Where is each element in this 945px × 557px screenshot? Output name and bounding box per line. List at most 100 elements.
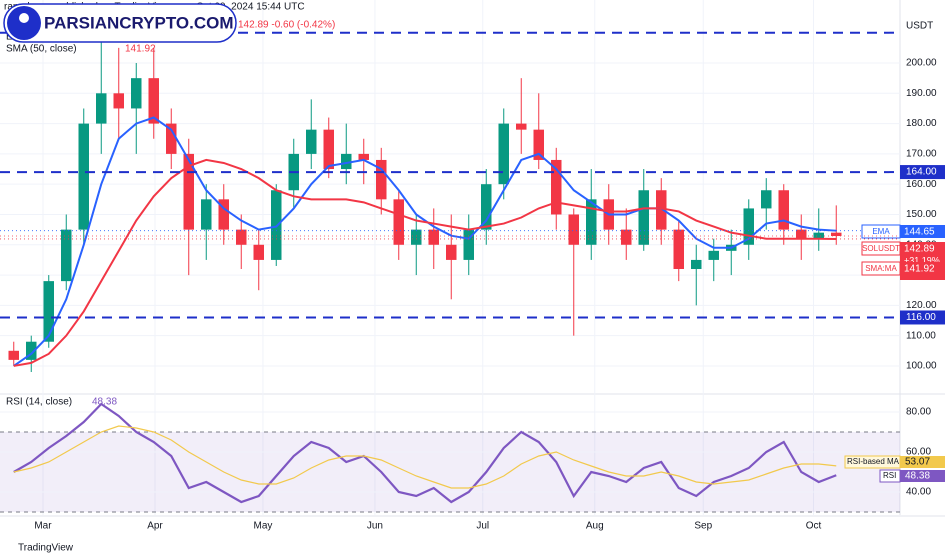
tag-label: 141.92 bbox=[904, 264, 935, 275]
candle-body bbox=[621, 229, 632, 245]
currency: USDT bbox=[906, 21, 933, 32]
candle-body bbox=[533, 129, 544, 160]
candle-body bbox=[358, 153, 369, 160]
y-tick-label: 60.00 bbox=[906, 447, 931, 458]
watermark-box bbox=[3, 3, 237, 43]
candle-body bbox=[306, 129, 317, 154]
logo-mark bbox=[19, 13, 29, 23]
x-tick-label: Jul bbox=[476, 521, 489, 532]
candle-body bbox=[673, 229, 684, 270]
legend-value: 48.38 bbox=[92, 397, 117, 408]
tag-box bbox=[900, 262, 945, 275]
candle-body bbox=[638, 190, 649, 245]
tag-box bbox=[900, 225, 945, 238]
y-tick-label: 150.00 bbox=[906, 209, 937, 220]
candle-body bbox=[568, 214, 579, 245]
candle-body bbox=[78, 123, 89, 230]
y-tick-label: 110.00 bbox=[906, 330, 936, 341]
plot-layer: 100.00110.00120.00130.00140.00150.00160.… bbox=[0, 0, 945, 532]
candle-body bbox=[218, 199, 229, 230]
x-tick-label: Oct bbox=[806, 521, 822, 532]
candle-body bbox=[831, 232, 842, 237]
tag-label: 48.38 bbox=[905, 471, 930, 482]
quote: 142.89 -0.60 (-0.42%) bbox=[238, 20, 335, 31]
tag-label: 142.89 bbox=[904, 244, 935, 255]
tag-name: SOLUSDT bbox=[862, 244, 900, 253]
watermark-text: PARSIANCRYPTO.COM bbox=[44, 13, 234, 32]
candle-body bbox=[96, 93, 107, 124]
candle-body bbox=[743, 208, 754, 245]
level-label: 164.00 bbox=[906, 167, 937, 178]
tag-label: 144.65 bbox=[904, 227, 935, 238]
line-series bbox=[13, 402, 837, 504]
y-tick-label: 120.00 bbox=[906, 300, 937, 311]
candle-body bbox=[463, 229, 474, 260]
rsi-band bbox=[0, 432, 900, 512]
candle-body bbox=[393, 199, 404, 245]
candle-body bbox=[411, 229, 422, 245]
x-tick-label: Mar bbox=[34, 521, 52, 532]
tag-box bbox=[900, 456, 945, 468]
y-tick-label: 190.00 bbox=[906, 88, 937, 99]
legend-name: SMA (50, close) bbox=[6, 44, 77, 55]
level-label: 116.00 bbox=[906, 312, 936, 323]
y-tick-label: 40.00 bbox=[906, 487, 931, 498]
tag-change: +31.19% bbox=[904, 255, 940, 265]
x-tick-label: Aug bbox=[586, 521, 604, 532]
candle-body bbox=[498, 123, 509, 185]
tag-name: RSI bbox=[883, 471, 896, 480]
candle-body bbox=[708, 250, 719, 260]
candle-body bbox=[26, 341, 37, 360]
legend-value: 141.92 bbox=[125, 44, 156, 55]
candle-body bbox=[131, 78, 142, 109]
candle-body bbox=[481, 184, 492, 230]
candle-body bbox=[516, 123, 527, 130]
candle-body bbox=[236, 229, 247, 245]
x-tick-label: May bbox=[253, 521, 272, 532]
candle-body bbox=[43, 281, 54, 342]
y-tick-label: 100.00 bbox=[906, 361, 937, 372]
pane-title: RSI (14, close) bbox=[6, 397, 72, 408]
line-series bbox=[13, 425, 837, 489]
x-tick-label: Jun bbox=[367, 521, 383, 532]
y-tick-label: 170.00 bbox=[906, 149, 937, 160]
footer: TradingView bbox=[18, 543, 74, 554]
candle-body bbox=[446, 244, 457, 260]
level-tag bbox=[900, 165, 945, 180]
candle-body bbox=[813, 232, 824, 239]
tag-name: EMA bbox=[872, 227, 890, 236]
candle-body bbox=[166, 123, 177, 154]
candle-body bbox=[148, 78, 159, 124]
candle-body bbox=[656, 190, 667, 230]
watermark: PARSIANCRYPTO.COM bbox=[3, 3, 237, 43]
candle-body bbox=[113, 93, 124, 109]
candle-body bbox=[551, 159, 562, 215]
candle-body bbox=[586, 199, 597, 245]
candle-body bbox=[323, 129, 334, 170]
y-tick-label: 80.00 bbox=[906, 407, 931, 418]
candle-body bbox=[8, 350, 19, 360]
candle-body bbox=[341, 153, 352, 170]
line-series bbox=[13, 116, 837, 367]
candle-body bbox=[253, 244, 264, 260]
x-tick-label: Sep bbox=[694, 521, 712, 532]
y-tick-label: 160.00 bbox=[906, 179, 937, 190]
tag-name: SMA:MA bbox=[865, 264, 897, 273]
candle-body bbox=[201, 199, 212, 230]
tag-box bbox=[900, 470, 945, 482]
candle-body bbox=[796, 229, 807, 239]
x-tick-label: Apr bbox=[147, 521, 163, 532]
tag-name: RSI-based MA bbox=[847, 457, 900, 466]
y-tick-label: 200.00 bbox=[906, 58, 937, 69]
line-series bbox=[13, 158, 837, 367]
candle-body bbox=[183, 153, 194, 230]
candle-body bbox=[691, 259, 702, 270]
level-tag bbox=[900, 310, 945, 325]
candle-body bbox=[761, 190, 772, 209]
tag-label: 53.07 bbox=[905, 457, 930, 468]
candle-body bbox=[778, 190, 789, 230]
candle-body bbox=[376, 159, 387, 200]
candle-body bbox=[271, 190, 282, 260]
y-tick-label: 180.00 bbox=[906, 118, 937, 129]
